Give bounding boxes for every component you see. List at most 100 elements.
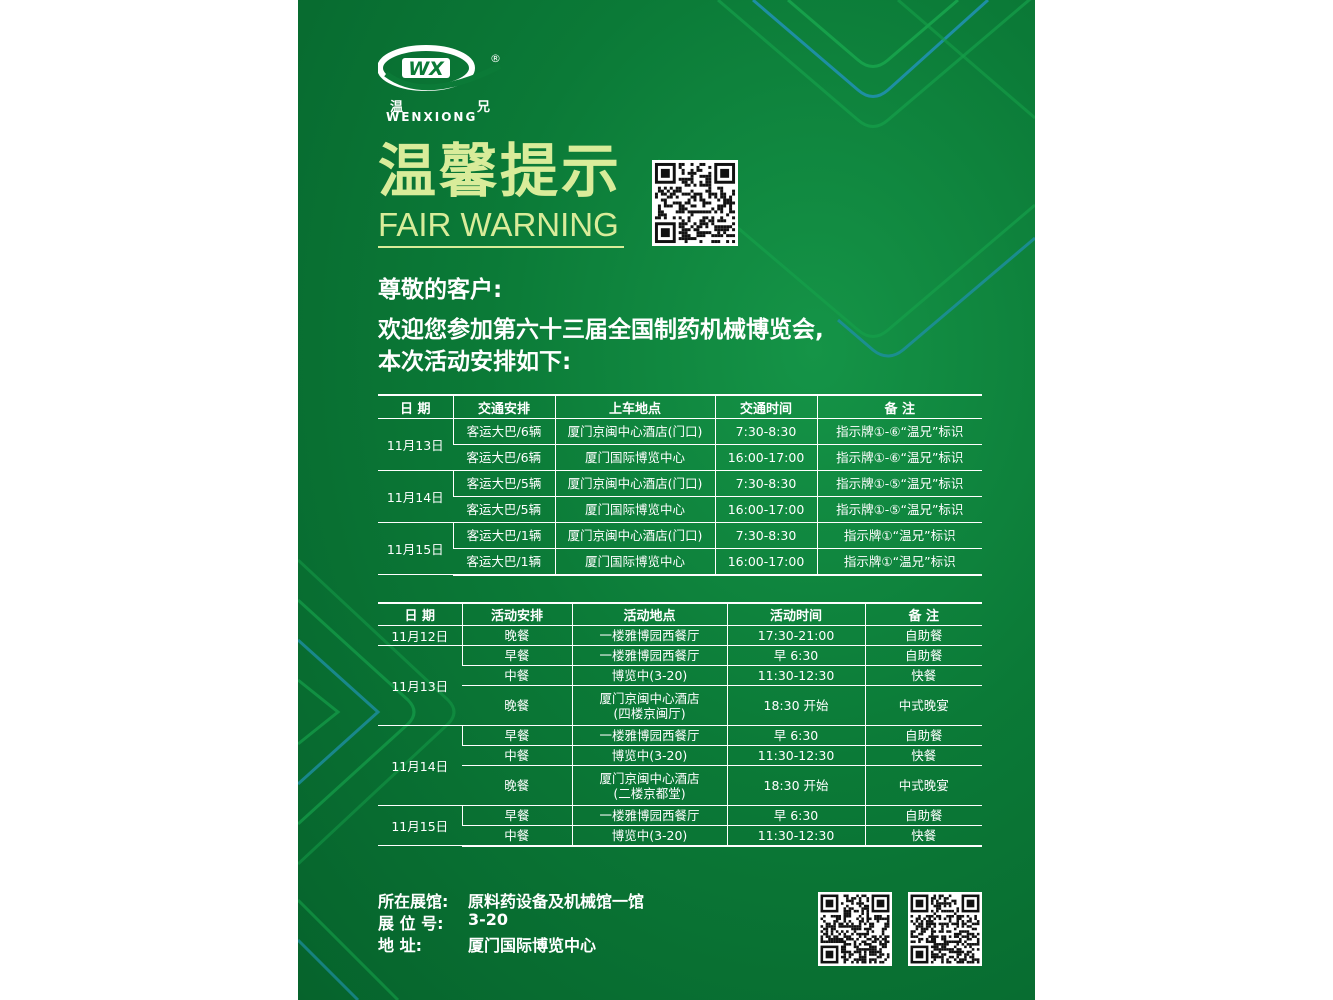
table-row: 11月13日 早餐 一楼雅博园西餐厅早 6:30 自助餐 xyxy=(378,645,982,726)
table-row: 晚餐 厦门京闽中心酒店 (二楼京都堂) 18:30 开始 中式晚宴 xyxy=(378,765,982,806)
table-cell: 厦门国际博览中心 xyxy=(554,444,715,471)
table-cell: 18:30 开始 xyxy=(726,685,865,726)
info-value: 原料药设备及机械馆一馆 xyxy=(468,892,645,911)
table-cell: 17:30-21:00 xyxy=(726,625,865,646)
table-cell: 快餐 xyxy=(864,825,982,847)
title-underline xyxy=(378,246,624,248)
registered-mark: ® xyxy=(490,52,501,65)
table-cell: 16:00-17:00 xyxy=(714,444,817,471)
table-cell: 指示牌①-⑥“温兄”标识 xyxy=(816,418,982,445)
table-cell: 厦门国际博览中心 xyxy=(554,496,715,523)
info-key: 所在展馆: xyxy=(378,892,449,911)
table-cell: 厦门京闽中心酒店 (四楼京闽厅) xyxy=(571,685,727,726)
greeting-line2: 本次活动安排如下: xyxy=(378,349,572,375)
greeting-salutation: 尊敬的客户: xyxy=(378,277,503,303)
table-row: 中餐 博览中(3-20) 11:30-12:30 快餐 xyxy=(378,665,982,686)
column-header: 交通时间 xyxy=(714,394,817,419)
table-cell: 自助餐 xyxy=(864,625,982,646)
logo-cn: 温 兄 xyxy=(390,100,490,115)
table-cell: 快餐 xyxy=(864,665,982,686)
table-cell: 客运大巴/5辆 xyxy=(452,470,555,497)
table-cell: 18:30 开始 xyxy=(726,765,865,806)
table-cell: 晚餐 xyxy=(462,765,572,806)
table-row: 11月15日 客运大巴/1辆 厦门京闽中心酒店(门口) 7:30-8:30 指示牌①“温… xyxy=(378,522,982,575)
booth-info: 所在展馆: 原料药设备及机械馆一馆 展 位 号: 3-20 地 址: 厦门国际博… xyxy=(378,888,645,955)
table-cell: 11:30-12:30 xyxy=(726,825,865,847)
table-cell: 中餐 xyxy=(462,825,572,847)
table-cell: 晚餐 xyxy=(461,625,572,646)
table-cell: 早 6:30 xyxy=(726,725,865,746)
table-cell: 早餐 xyxy=(461,725,572,746)
qr-code xyxy=(818,892,892,966)
table-cell: 自助餐 xyxy=(864,645,982,666)
table-cell: 指示牌①“温兄”标识 xyxy=(816,548,982,576)
table-row: 11月14日 客运大巴/5辆 厦门京闽中心酒店(门口) 7:30-8:30 指示牌①-⑤… xyxy=(378,470,982,523)
table-cell: 客运大巴/5辆 xyxy=(453,496,555,523)
qr-code xyxy=(908,892,982,966)
table-header-row: 日 期活动安排 活动地点 活动时间备 注 xyxy=(378,602,982,626)
table-cell: 客运大巴/1辆 xyxy=(452,522,555,549)
table-cell: 厦门京闽中心酒店 (二楼京都堂) xyxy=(571,765,727,806)
table-cell: 早餐 xyxy=(461,645,572,666)
table-cell: 客运大巴/6辆 xyxy=(453,444,555,471)
table-cell: 11:30-12:30 xyxy=(726,665,865,686)
table-cell: 博览中(3-20) xyxy=(571,825,727,847)
table-cell: 7:30-8:30 xyxy=(714,522,817,549)
table-row: 中餐 博览中(3-20) 11:30-12:30 快餐 xyxy=(378,745,982,766)
table-cell: 早 6:30 xyxy=(726,645,865,666)
poster: WX ® 温 兄 WENXIONG 温馨提示 FAIR WARNING 尊敬的客… xyxy=(298,0,1035,1000)
column-header: 交通安排 xyxy=(452,394,555,419)
table-cell: 16:00-17:00 xyxy=(714,548,817,576)
table-cell: 客运大巴/6辆 xyxy=(452,418,555,445)
table-cell: 博览中(3-20) xyxy=(571,745,727,766)
table-row: 11月14日 早餐 一楼雅博园西餐厅早 6:30 自助餐 xyxy=(378,725,982,806)
column-header: 活动安排 xyxy=(461,602,572,626)
table-cell: 厦门国际博览中心 xyxy=(554,548,715,576)
logo-en: WENXIONG xyxy=(386,110,478,124)
qr-code xyxy=(652,160,738,246)
info-value: 3-20 xyxy=(468,910,509,929)
table-cell: 一楼雅博园西餐厅 xyxy=(571,625,727,646)
column-header: 活动地点 xyxy=(571,602,727,626)
table-cell: 早 6:30 xyxy=(726,805,865,826)
table-cell: 7:30-8:30 xyxy=(714,418,817,445)
table-cell: 中式晚宴 xyxy=(864,765,982,806)
table-cell: 一楼雅博园西餐厅 xyxy=(571,805,727,826)
date-cell: 11月14日 xyxy=(378,725,462,806)
table-cell: 一楼雅博园西餐厅 xyxy=(571,645,727,666)
date-cell: 11月15日 xyxy=(378,805,462,846)
table-cell: 晚餐 xyxy=(462,685,572,726)
table-cell: 指示牌①-⑤“温兄”标识 xyxy=(816,496,982,523)
table-cell: 早餐 xyxy=(461,805,572,826)
title-en: FAIR WARNING xyxy=(378,206,619,243)
info-key: 展 位 号: xyxy=(378,914,444,933)
table-cell: 客运大巴/1辆 xyxy=(453,548,555,576)
column-header: 备 注 xyxy=(816,394,982,419)
table-row: 客运大巴/5辆 厦门国际博览中心 16:00-17:00 指示牌①-⑤“温兄”标识 xyxy=(378,496,982,523)
greeting-line1: 欢迎您参加第六十三届全国制药机械博览会, xyxy=(378,317,824,343)
info-row-booth: 展 位 号: 3-20 xyxy=(378,910,644,933)
table-cell: 中餐 xyxy=(462,665,572,686)
activities-table: 日 期活动安排 活动地点 活动时间备 注 11月12日 晚餐 一楼雅博园西餐厅 17:30… xyxy=(378,602,982,847)
info-value: 厦门国际博览中心 xyxy=(468,936,597,955)
table-cell: 自助餐 xyxy=(864,725,982,746)
date-cell: 11月15日 xyxy=(378,522,453,575)
table-cell: 厦门京闽中心酒店(门口) xyxy=(554,418,715,445)
table-cell: 11:30-12:30 xyxy=(726,745,865,766)
table-header-row: 日 期交通安排 上车地点 交通时间备 注 xyxy=(378,394,982,419)
table-row: 11月13日 客运大巴/6辆 厦门京闽中心酒店(门口) 7:30-8:30 指示牌①-⑥… xyxy=(378,418,982,471)
info-row-hall: 所在展馆: 原料药设备及机械馆一馆 xyxy=(378,888,645,911)
table-cell: 厦门京闽中心酒店(门口) xyxy=(554,470,715,497)
logo-mark: WX xyxy=(408,58,445,80)
table-cell: 中餐 xyxy=(462,745,572,766)
table-cell: 7:30-8:30 xyxy=(714,470,817,497)
table-cell: 自助餐 xyxy=(864,805,982,826)
table-row: 晚餐 厦门京闽中心酒店 (四楼京闽厅) 18:30 开始 中式晚宴 xyxy=(378,685,982,726)
title-cn: 温馨提示 xyxy=(378,137,623,205)
column-header: 日 期 xyxy=(378,602,462,626)
table-row: 11月12日 晚餐 一楼雅博园西餐厅 17:30-21:00 自助餐 xyxy=(378,625,982,646)
date-cell: 11月13日 xyxy=(378,645,462,726)
table-row: 客运大巴/1辆 厦门国际博览中心 16:00-17:00 指示牌①“温兄”标识 xyxy=(378,548,982,576)
wenxiong-logo: WX ® xyxy=(378,45,502,91)
table-row: 客运大巴/6辆 厦门国际博览中心 16:00-17:00 指示牌①-⑥“温兄”标识 xyxy=(378,444,982,471)
